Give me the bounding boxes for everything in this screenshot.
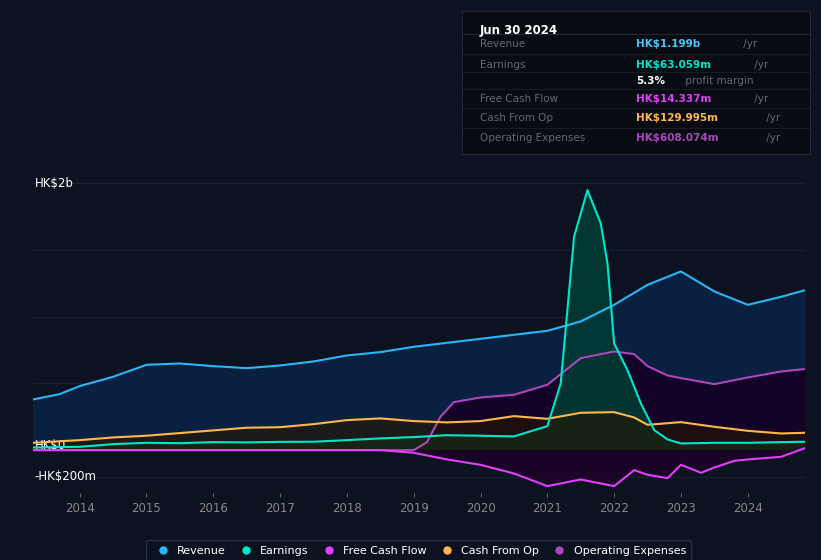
- Text: HK$14.337m: HK$14.337m: [636, 94, 712, 104]
- Text: HK$129.995m: HK$129.995m: [636, 113, 718, 123]
- Text: Jun 30 2024: Jun 30 2024: [479, 24, 557, 37]
- Text: Earnings: Earnings: [479, 60, 525, 70]
- Text: Free Cash Flow: Free Cash Flow: [479, 94, 557, 104]
- Text: HK$608.074m: HK$608.074m: [636, 133, 719, 143]
- Text: -HK$200m: -HK$200m: [34, 470, 96, 483]
- Text: Cash From Op: Cash From Op: [479, 113, 553, 123]
- Text: HK$1.199b: HK$1.199b: [636, 39, 700, 49]
- Text: profit margin: profit margin: [682, 76, 754, 86]
- Text: /yr: /yr: [740, 39, 757, 49]
- Legend: Revenue, Earnings, Free Cash Flow, Cash From Op, Operating Expenses: Revenue, Earnings, Free Cash Flow, Cash …: [146, 540, 691, 560]
- Text: HK$2b: HK$2b: [34, 177, 73, 190]
- Text: /yr: /yr: [763, 113, 780, 123]
- Text: 5.3%: 5.3%: [636, 76, 665, 86]
- Text: /yr: /yr: [751, 94, 768, 104]
- Text: /yr: /yr: [763, 133, 780, 143]
- Text: HK$0: HK$0: [34, 438, 66, 451]
- Text: Revenue: Revenue: [479, 39, 525, 49]
- Text: HK$63.059m: HK$63.059m: [636, 60, 711, 70]
- Text: Operating Expenses: Operating Expenses: [479, 133, 585, 143]
- Text: /yr: /yr: [751, 60, 768, 70]
